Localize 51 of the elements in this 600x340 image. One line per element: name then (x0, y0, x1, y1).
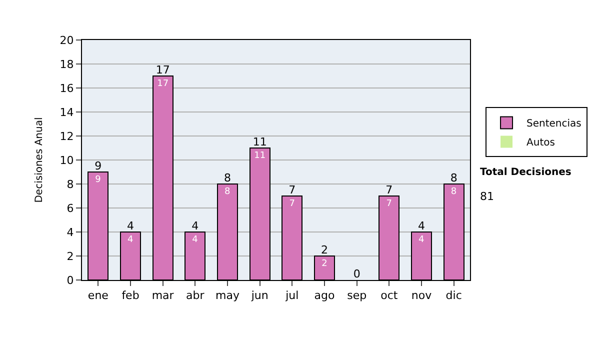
data-label: 9 (95, 175, 102, 185)
x-tick-label: sep (347, 289, 367, 302)
total-label: 2 (321, 243, 328, 256)
data-label: 4 (192, 235, 198, 245)
x-tick-label: may (216, 289, 240, 302)
total-label: 7 (386, 183, 393, 196)
y-tick-label: 0 (66, 274, 74, 287)
y-tick-label: 2 (66, 250, 74, 263)
total-label: 17 (156, 63, 170, 76)
x-tick-label: dic (446, 289, 462, 302)
y-tick-label: 8 (66, 178, 74, 191)
x-tick-label: nov (411, 289, 432, 302)
y-tick-label: 20 (60, 34, 74, 47)
x-tick-label: jun (250, 289, 268, 302)
x-tick-label: jul (284, 289, 299, 302)
data-label: 7 (386, 199, 392, 209)
x-tick-label: feb (122, 289, 140, 302)
data-label: 17 (157, 79, 169, 89)
total-label: 11 (252, 135, 267, 148)
x-tick-label: oct (380, 289, 398, 302)
y-tick-label: 16 (60, 82, 74, 95)
y-tick-label: 18 (60, 58, 74, 71)
data-label: 7 (289, 199, 296, 209)
total-label: 8 (224, 171, 231, 184)
legend-label: Sentencias (526, 118, 582, 130)
total-label: 4 (192, 219, 199, 232)
legend-label: Autos (526, 138, 555, 149)
data-label: 8 (450, 187, 457, 197)
data-label: 4 (418, 235, 424, 245)
y-tick-label: 10 (60, 154, 74, 167)
total-label: 0 (353, 267, 360, 280)
data-label: 2 (322, 259, 328, 269)
x-tick-label: ago (314, 289, 335, 302)
total-label: 9 (94, 159, 102, 172)
total-label: 8 (450, 171, 458, 184)
total-label: 4 (127, 219, 134, 232)
total-label: 4 (418, 219, 425, 232)
data-label: 11 (254, 151, 266, 161)
y-tick-label: 12 (60, 130, 74, 143)
x-tick-label: abr (186, 289, 205, 302)
total-label: 7 (288, 183, 296, 196)
y-tick-label: 4 (66, 226, 74, 239)
x-tick-label: mar (152, 289, 174, 302)
data-label: 4 (128, 235, 134, 245)
data-label: 8 (224, 187, 230, 197)
text: 81 (480, 190, 494, 203)
text: Total Decisiones (480, 167, 572, 178)
y-tick-label: 14 (60, 106, 74, 119)
x-tick-label: ene (88, 289, 109, 302)
y-axis-title: Decisiones Anual (34, 117, 45, 203)
y-tick-label: 6 (66, 202, 74, 215)
